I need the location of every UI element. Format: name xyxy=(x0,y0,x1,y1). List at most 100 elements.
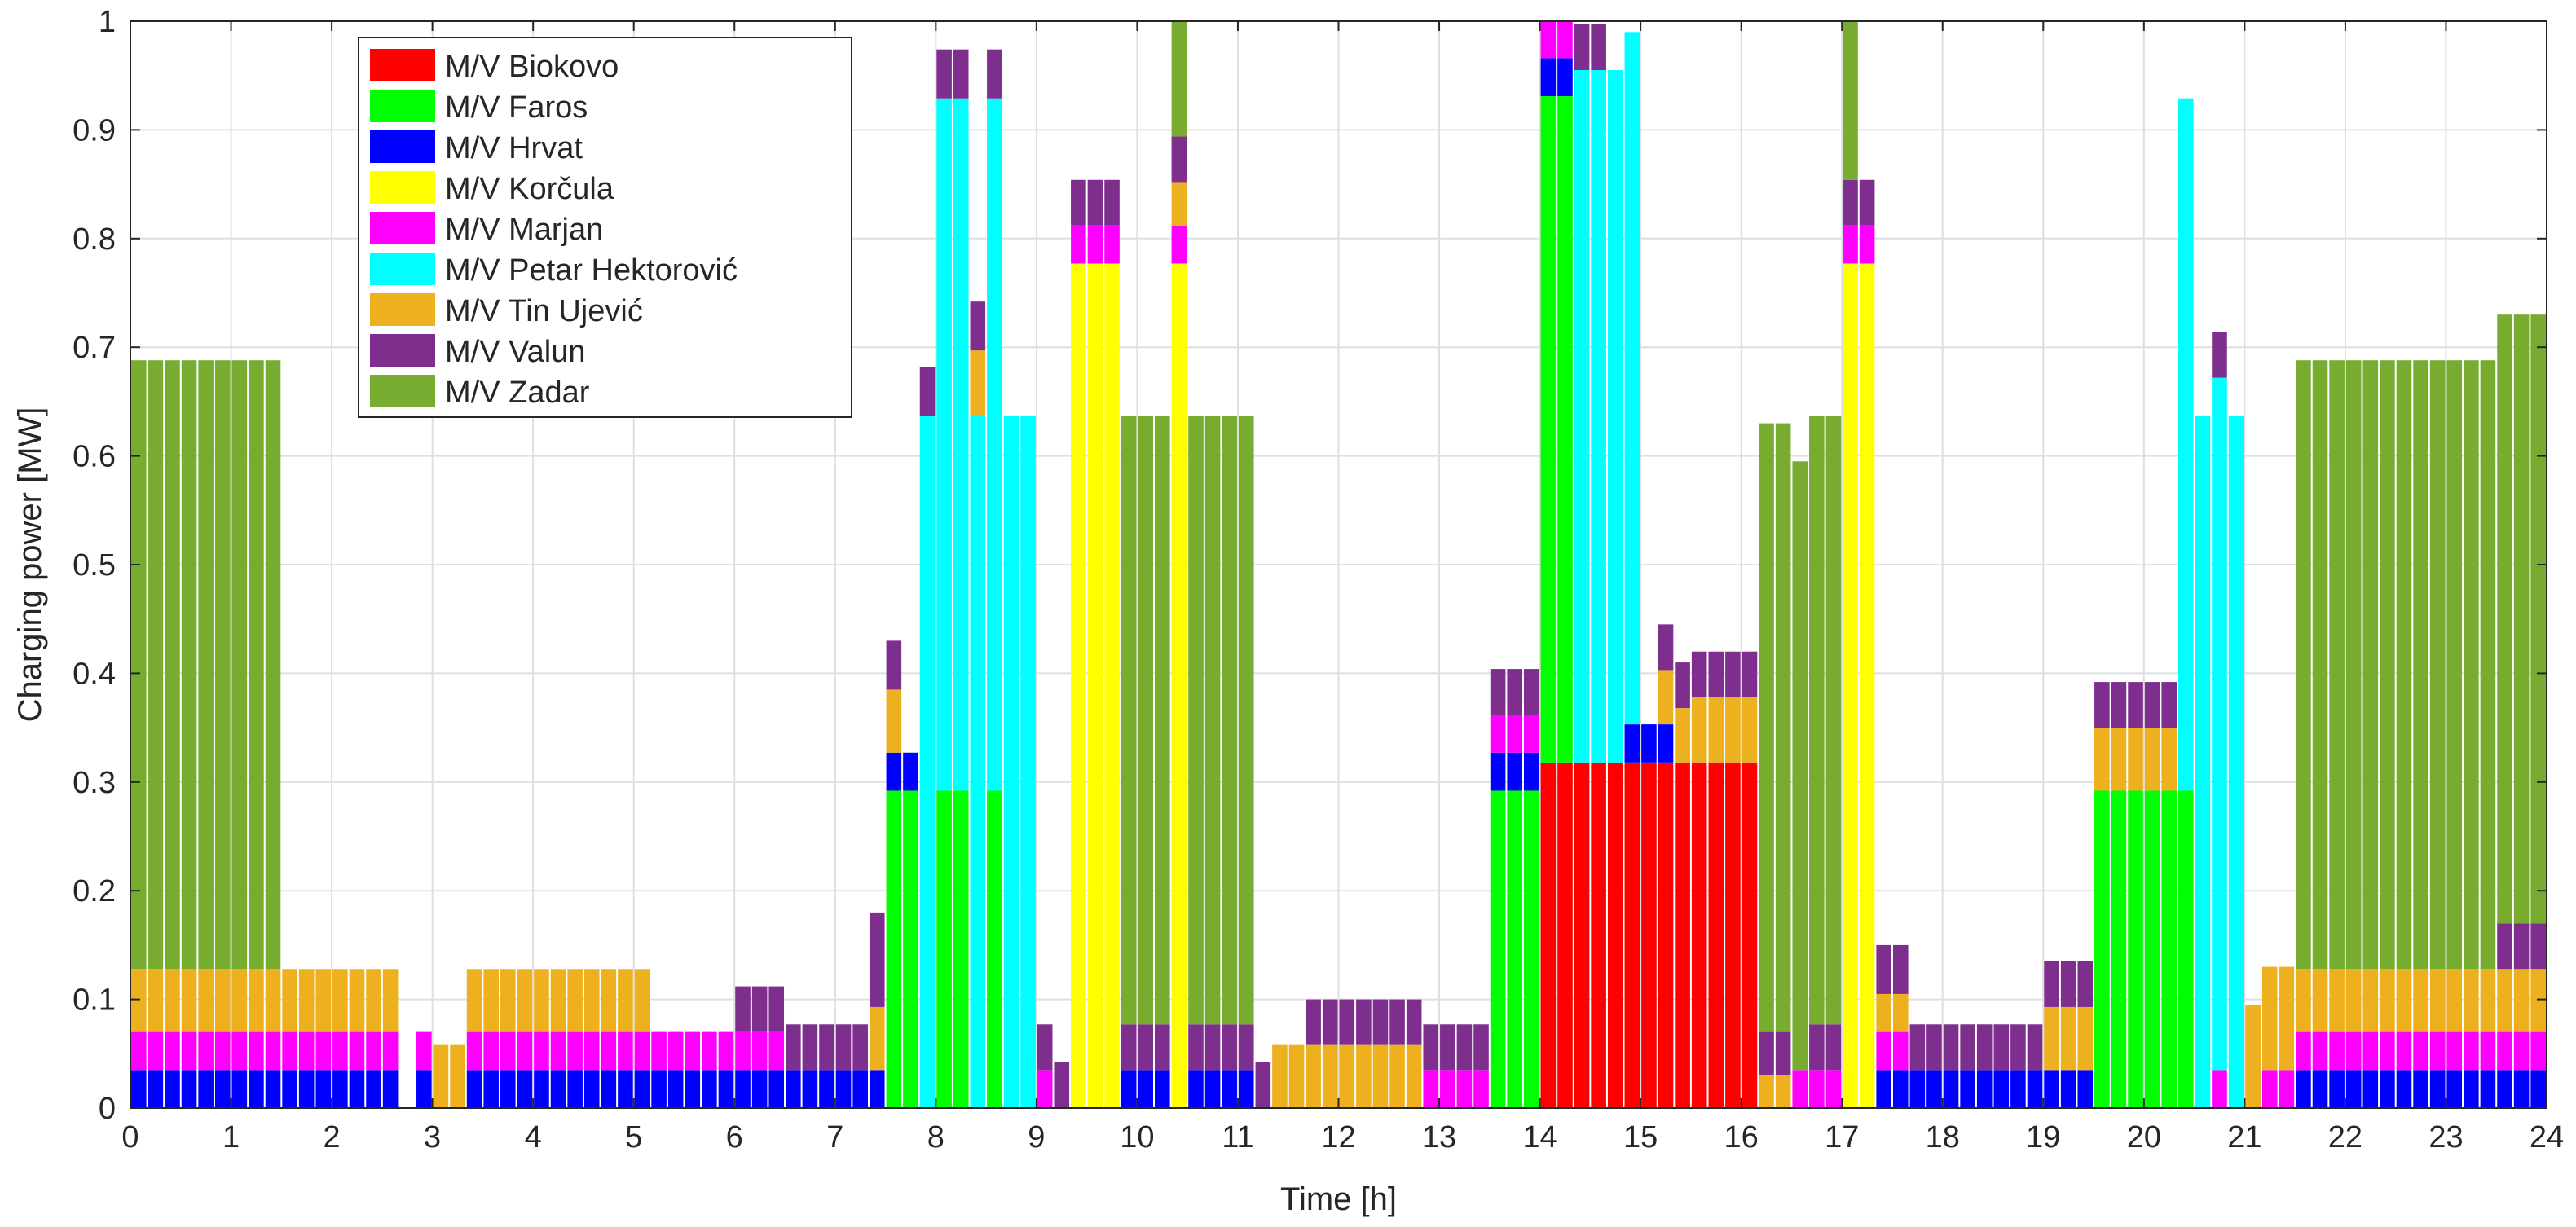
bar-segment xyxy=(1138,1024,1154,1071)
x-tick-label: 8 xyxy=(927,1120,945,1154)
bar-segment xyxy=(433,1044,449,1108)
bar-segment xyxy=(2010,1070,2026,1108)
bar-segment xyxy=(2144,728,2160,791)
x-tick-label: 15 xyxy=(1623,1120,1658,1154)
bar-segment xyxy=(1523,752,1539,791)
bar-segment xyxy=(1843,179,1858,226)
bar-segment xyxy=(1574,70,1590,763)
bar-segment xyxy=(953,790,969,1108)
bar-segment xyxy=(1540,762,1557,1108)
bar-segment xyxy=(768,1031,785,1071)
bar-segment xyxy=(2077,1070,2094,1108)
legend-swatch xyxy=(370,171,435,204)
bar-segment xyxy=(1507,790,1522,1108)
bar-segment xyxy=(148,1070,164,1108)
legend-swatch xyxy=(370,212,435,244)
bar-segment xyxy=(282,969,297,1032)
bar-segment xyxy=(2513,969,2530,1032)
bar-segment xyxy=(2195,416,2211,1108)
bar-segment xyxy=(1138,416,1154,1025)
bar-segment xyxy=(2245,1005,2261,1108)
bar-segment xyxy=(265,1070,281,1108)
bar-segment xyxy=(618,1031,633,1071)
bar-segment xyxy=(751,1031,768,1071)
bar-segment xyxy=(1204,1024,1221,1071)
bar-segment xyxy=(1204,416,1221,1025)
bar-segment xyxy=(919,367,936,416)
bar-segment xyxy=(936,49,952,99)
x-tick-label: 0 xyxy=(121,1120,139,1154)
x-tick-label: 1 xyxy=(222,1120,240,1154)
bar-segment xyxy=(1440,1070,1455,1108)
bar-segment xyxy=(1843,21,1858,180)
bar-segment xyxy=(2261,1070,2278,1108)
bar-segment xyxy=(1356,999,1372,1045)
y-tick-label: 0.6 xyxy=(73,440,116,474)
bar-segment xyxy=(1356,1044,1372,1108)
bar-segment xyxy=(2396,360,2412,970)
bar-segment xyxy=(214,1031,231,1071)
bar-segment xyxy=(1104,179,1120,226)
legend-entry: M/V Biokovo xyxy=(445,50,619,84)
bar-segment xyxy=(1993,1024,2010,1071)
bar-segment xyxy=(735,986,751,1032)
bar-segment xyxy=(2111,728,2127,791)
bar-segment xyxy=(1708,697,1724,763)
bar-segment xyxy=(1624,762,1640,1108)
bar-segment xyxy=(1574,24,1590,71)
bar-segment xyxy=(2094,728,2110,791)
bar-segment xyxy=(987,98,1002,791)
bar-segment xyxy=(450,1044,465,1108)
bar-segment xyxy=(131,360,147,970)
bar-segment xyxy=(1926,1024,1942,1071)
x-tick-label: 6 xyxy=(726,1120,743,1154)
bar-segment xyxy=(1473,1024,1489,1071)
bar-segment xyxy=(1171,21,1187,137)
bar-segment xyxy=(634,969,650,1032)
bar-segment xyxy=(282,1070,297,1108)
bar-segment xyxy=(2413,969,2428,1032)
bar-segment xyxy=(332,969,348,1032)
bar-segment xyxy=(1641,762,1657,1108)
bar-segment xyxy=(466,1070,482,1108)
bar-segment xyxy=(2513,314,2530,924)
bar-segment xyxy=(2212,332,2227,378)
bar-segment xyxy=(1322,999,1338,1045)
bar-segment xyxy=(483,1031,499,1071)
bar-segment xyxy=(1775,1075,1791,1108)
bar-segment xyxy=(768,986,785,1032)
bar-segment xyxy=(667,1070,684,1108)
bar-segment xyxy=(835,1024,852,1071)
bar-segment xyxy=(1658,762,1674,1108)
bar-segment xyxy=(1490,715,1506,753)
bar-segment xyxy=(282,1031,297,1071)
bar-segment xyxy=(2329,969,2345,1032)
bar-segment xyxy=(332,1070,348,1108)
bar-segment xyxy=(517,969,533,1032)
bar-segment xyxy=(1272,1044,1288,1108)
bar-segment xyxy=(1759,423,1774,1032)
bar-segment xyxy=(349,969,365,1032)
bar-segment xyxy=(2413,360,2428,970)
bar-segment xyxy=(1003,416,1019,1108)
bar-segment xyxy=(970,350,986,416)
bar-segment xyxy=(1054,1062,1070,1108)
legend-swatch xyxy=(370,375,435,407)
bar-segment xyxy=(751,986,768,1032)
bar-segment xyxy=(1238,416,1254,1025)
bar-segment xyxy=(2094,790,2110,1108)
bar-segment xyxy=(886,689,902,753)
bar-segment xyxy=(1406,1044,1422,1108)
bar-segment xyxy=(819,1024,834,1071)
bar-segment xyxy=(1658,724,1674,763)
bar-segment xyxy=(2396,1031,2412,1071)
bar-segment xyxy=(2530,923,2546,970)
bar-segment xyxy=(2396,969,2412,1032)
bar-segment xyxy=(131,1031,147,1071)
bar-segment xyxy=(1943,1024,1959,1071)
bar-segment xyxy=(886,752,902,791)
bar-segment xyxy=(2144,682,2160,728)
legend-entry: M/V Marjan xyxy=(445,213,603,247)
bar-segment xyxy=(2044,1070,2059,1108)
